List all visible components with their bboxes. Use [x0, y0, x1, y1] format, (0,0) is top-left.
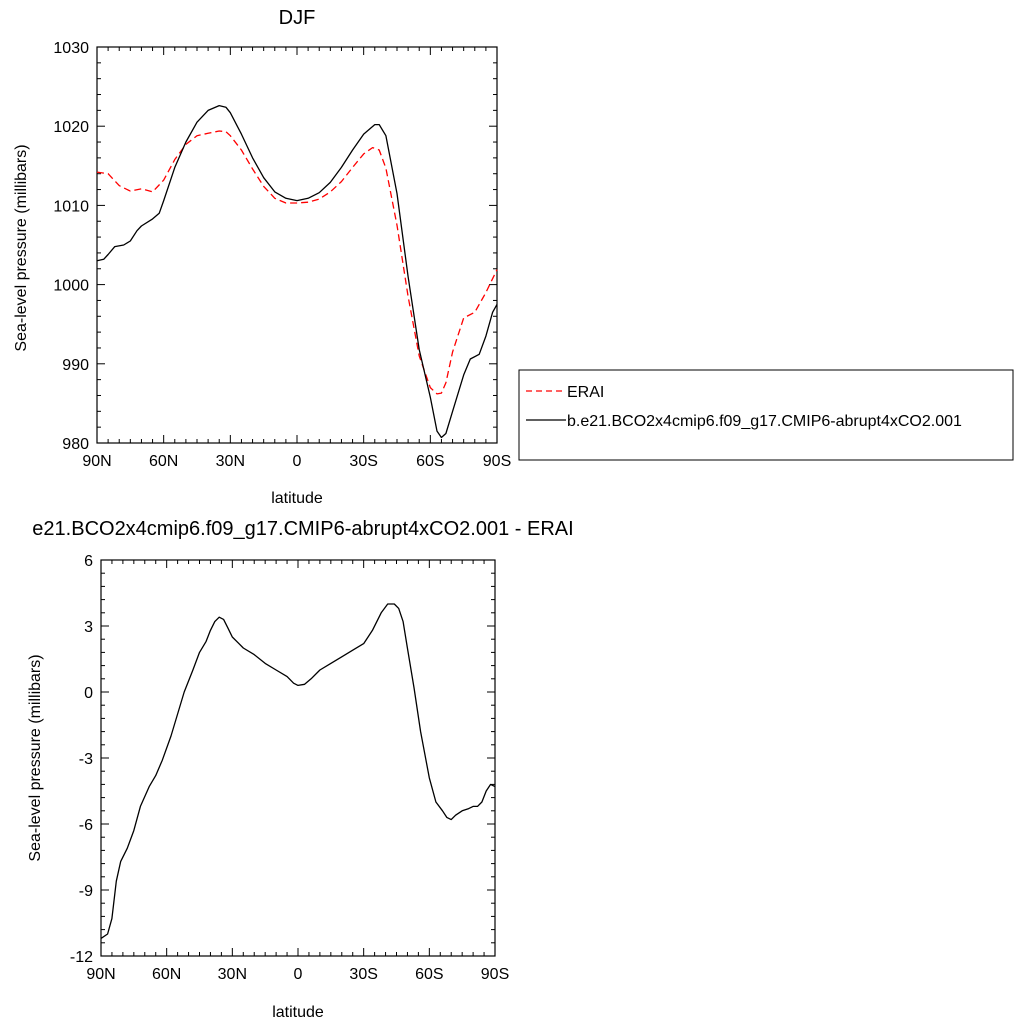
- legend-box: [518, 369, 1014, 461]
- panel1-x-tick-label: 60S: [416, 453, 444, 470]
- panel2-x-tick-label: 30N: [218, 966, 247, 983]
- legend-label-model: b.e21.BCO2x4cmip6.f09_g17.CMIP6-abrupt4x…: [567, 413, 962, 430]
- legend: ERAI b.e21.BCO2x4cmip6.f09_g17.CMIP6-abr…: [518, 369, 1014, 461]
- panel1-series-erai-line: [96, 130, 498, 395]
- panel2-x-tick-label: 60N: [152, 966, 181, 983]
- panel2-series-difference-line: [100, 603, 496, 939]
- panel2-y-tick-label: -12: [70, 949, 93, 966]
- panel1-x-tick-label: 90S: [483, 453, 511, 470]
- panel1-x-tick-label: 30S: [349, 453, 377, 470]
- panel1-y-tick-label: 1030: [53, 40, 89, 57]
- panel2-y-tick-label: -9: [79, 883, 93, 900]
- panel1-plot-frame: [96, 46, 498, 444]
- panel2-x-tick-label: 30S: [349, 966, 377, 983]
- panel1-y-axis-label: Sea-level pressure (millibars): [13, 144, 30, 351]
- panel1-y-tick-label: 1000: [53, 278, 89, 295]
- panel1-x-tick-label: 0: [293, 453, 302, 470]
- panel2-x-tick-label: 90S: [481, 966, 509, 983]
- panel1-x-tick-label: 30N: [216, 453, 245, 470]
- panel1-title: DJF: [279, 7, 316, 29]
- panel2-x-tick-label: 90N: [86, 966, 115, 983]
- panel1-x-tick-label: 90N: [82, 453, 111, 470]
- panel2-x-axis-label: latitude: [272, 1004, 324, 1021]
- panel2-y-tick-label: 0: [84, 685, 93, 702]
- panel2-plot-frame: [100, 559, 496, 957]
- panel1-y-tick-label: 1020: [53, 119, 89, 136]
- panel1-y-tick-label: 1010: [53, 198, 89, 215]
- panel2-y-tick-label: -3: [79, 751, 93, 768]
- panel1-y-tick-label: 990: [62, 357, 89, 374]
- panel2-y-tick-label: 3: [84, 619, 93, 636]
- panel2-y-tick-label: 6: [84, 553, 93, 570]
- panel1-series-b-e21-bco2x4cmip6-f0-line: [96, 104, 498, 439]
- panel1-x-axis-label: latitude: [271, 490, 323, 507]
- panel2-x-tick-label: 0: [294, 966, 303, 983]
- panel2-y-tick-label: -6: [79, 817, 93, 834]
- panel2-title: e21.BCO2x4cmip6.f09_g17.CMIP6-abrupt4xCO…: [32, 518, 573, 540]
- legend-label-erai: ERAI: [567, 384, 604, 401]
- panel2-y-axis-label: Sea-level pressure (millibars): [27, 654, 44, 861]
- panel1-y-tick-label: 980: [62, 436, 89, 453]
- panel2-x-tick-label: 60S: [415, 966, 443, 983]
- panel1-x-tick-label: 60N: [149, 453, 178, 470]
